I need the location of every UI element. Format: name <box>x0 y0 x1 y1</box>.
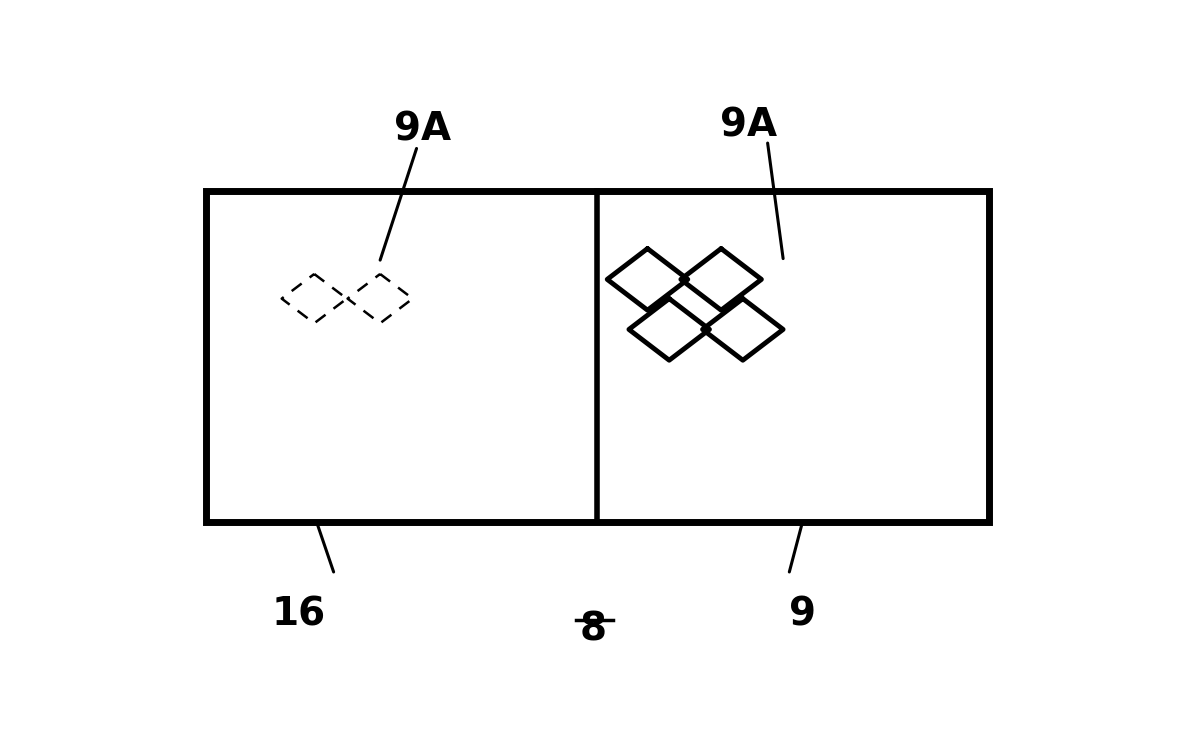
Text: 8: 8 <box>580 611 607 649</box>
Bar <box>205 191 988 522</box>
Text: 16: 16 <box>272 595 326 634</box>
Text: 9A: 9A <box>394 110 451 148</box>
Text: 9: 9 <box>789 595 816 634</box>
Text: 9A: 9A <box>719 107 777 144</box>
